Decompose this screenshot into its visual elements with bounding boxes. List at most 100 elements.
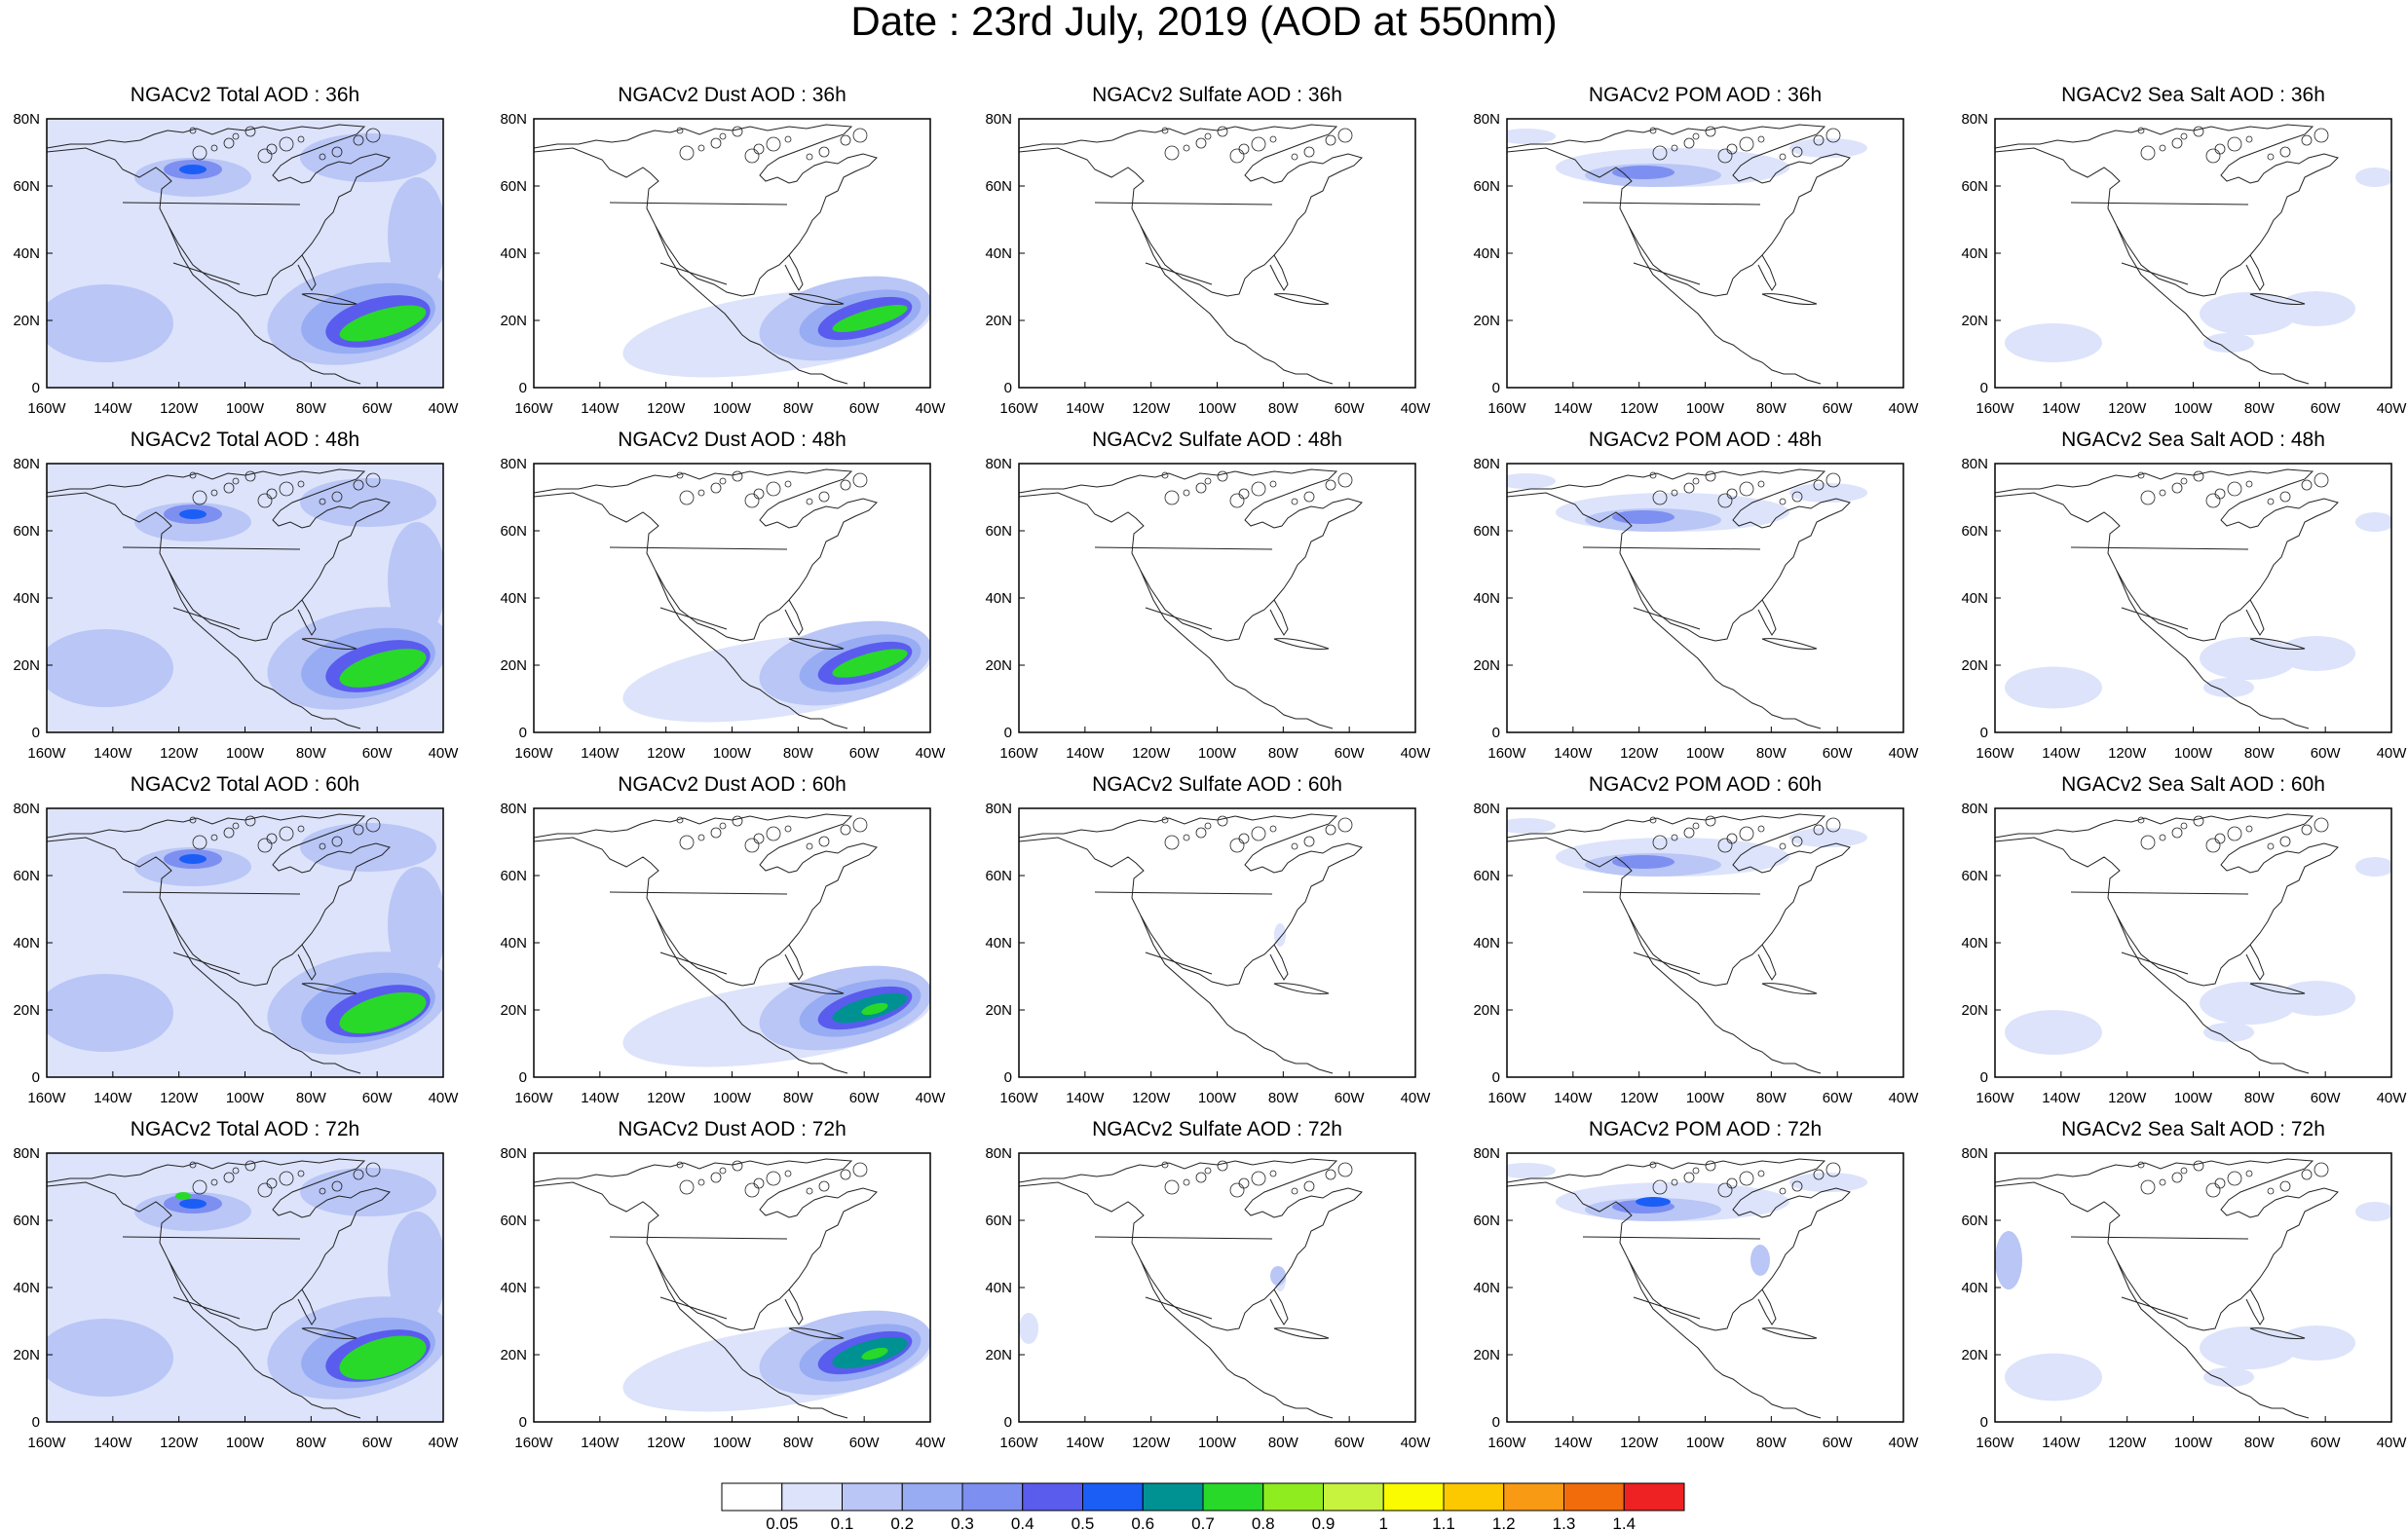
lat-tick-label: 40N <box>985 245 1012 262</box>
colorbar-swatch <box>1022 1482 1083 1512</box>
lat-tick-label: 60N <box>13 1213 40 1229</box>
colorbar-level-label: 0.5 <box>1072 1514 1095 1531</box>
lat-tick-label: 0 <box>1004 1069 1012 1086</box>
lon-tick-label: 40W <box>1889 745 1920 762</box>
lat-tick-label: 80N <box>1473 801 1500 817</box>
panel-title: NGACv2 Total AOD : 72h <box>131 1118 359 1140</box>
lon-tick-label: 140W <box>94 1435 132 1451</box>
lon-tick-label: 40W <box>2377 745 2408 762</box>
map-panel-svg: NGACv2 Sea Salt AOD : 60h 0 20N 40N 60N 80N 16… <box>1961 773 2407 1106</box>
map-panel: NGACv2 POM AOD : 48h 0 20N 40N 60N 80N 160W 140… <box>1460 429 1935 780</box>
map-panel: NGACv2 Sea Salt AOD : 36h 0 20N 40N 60N 80N 16… <box>1948 84 2408 435</box>
lat-tick-label: 0 <box>519 1069 527 1086</box>
colorbar-level-label: 1.1 <box>1432 1514 1455 1531</box>
lon-tick-label: 140W <box>1066 745 1105 762</box>
map-panel-svg: NGACv2 POM AOD : 48h 0 20N 40N 60N 80N 160W 140… <box>1473 429 1920 762</box>
panel-title: NGACv2 Dust AOD : 72h <box>618 1118 847 1140</box>
lat-tick-label: 0 <box>1492 1069 1500 1086</box>
panel-title: NGACv2 Total AOD : 48h <box>131 429 359 451</box>
lon-tick-label: 120W <box>1132 1090 1171 1106</box>
lat-tick-label: 20N <box>13 657 40 674</box>
lon-tick-label: 140W <box>581 1090 620 1106</box>
map-panel-svg: NGACv2 Dust AOD : 60h 0 20N 40N 60N 80N 160W 14… <box>500 773 947 1106</box>
lon-tick-label: 80W <box>783 400 814 417</box>
lon-tick-label: 80W <box>2244 400 2276 417</box>
colorbar-swatch <box>1262 1482 1324 1512</box>
coastline-outline <box>534 813 878 1074</box>
aod-field <box>47 119 443 388</box>
aod-field <box>1019 1158 1363 1419</box>
lat-tick-label: 0 <box>519 1414 527 1431</box>
lon-tick-label: 40W <box>2377 1435 2408 1451</box>
lat-tick-label: 40N <box>985 1280 1012 1296</box>
aod-field <box>534 468 930 729</box>
lon-tick-label: 140W <box>1066 1090 1105 1106</box>
lat-tick-label: 40N <box>13 590 40 607</box>
lon-tick-label: 100W <box>2174 1435 2213 1451</box>
panel-title: NGACv2 Sulfate AOD : 72h <box>1092 1118 1342 1140</box>
panel-title: NGACv2 Total AOD : 36h <box>131 84 359 106</box>
colorbar-swatch <box>1443 1482 1505 1512</box>
map-panel: NGACv2 Sea Salt AOD : 60h 0 20N 40N 60N 80N 16… <box>1948 773 2408 1125</box>
lon-tick-label: 140W <box>94 745 132 762</box>
map-panel-svg: NGACv2 Total AOD : 60h 0 20N 40N 60N 80N 160W 1… <box>13 773 459 1106</box>
lat-tick-label: 20N <box>1961 1347 1988 1363</box>
lon-tick-label: 140W <box>94 400 132 417</box>
map-panel: NGACv2 Sea Salt AOD : 48h 0 20N 40N 60N 80N 16… <box>1948 429 2408 780</box>
lon-tick-label: 120W <box>1132 400 1171 417</box>
lon-tick-label: 100W <box>226 1090 265 1106</box>
lon-tick-label: 40W <box>916 1435 947 1451</box>
lat-tick-label: 0 <box>32 1069 40 1086</box>
colorbar-level-label: 0.05 <box>766 1514 798 1531</box>
lon-tick-label: 80W <box>783 745 814 762</box>
lon-tick-label: 120W <box>2108 1435 2147 1451</box>
lon-tick-label: 60W <box>362 745 394 762</box>
map-panel-svg: NGACv2 Sulfate AOD : 48h 0 20N 40N 60N 80N 160… <box>985 429 1431 762</box>
coastline-outline <box>1507 468 1851 729</box>
map-panel: NGACv2 POM AOD : 36h 0 20N 40N 60N 80N 160W 140… <box>1460 84 1935 435</box>
lon-tick-label: 160W <box>999 745 1038 762</box>
aod-colorbar: 0.05 0.1 0.2 0.3 0.4 0.5 0.6 0.7 0.8 0.9 1 1.1 1.2 1.… <box>721 1482 1685 1531</box>
lon-tick-label: 80W <box>783 1090 814 1106</box>
lon-tick-label: 140W <box>2042 1435 2081 1451</box>
colorbar-level-label: 1.2 <box>1492 1514 1516 1531</box>
lon-tick-label: 60W <box>1335 745 1366 762</box>
lon-tick-label: 160W <box>27 1435 66 1451</box>
map-panel: NGACv2 Dust AOD : 36h 0 20N 40N 60N 80N 160W 14… <box>487 84 961 435</box>
colorbar-level-label: 0.9 <box>1312 1514 1336 1531</box>
panel-title: NGACv2 Dust AOD : 48h <box>618 429 847 451</box>
lon-tick-label: 40W <box>916 1090 947 1106</box>
lat-tick-label: 80N <box>500 456 527 472</box>
map-panel-svg: NGACv2 Sulfate AOD : 60h 0 20N 40N 60N 80N 160… <box>985 773 1431 1106</box>
lat-tick-label: 80N <box>1961 1145 1988 1162</box>
lon-tick-label: 160W <box>1975 745 2014 762</box>
lat-tick-label: 0 <box>1980 380 1988 396</box>
map-panel-svg: NGACv2 Dust AOD : 48h 0 20N 40N 60N 80N 160W 14… <box>500 429 946 762</box>
lon-tick-label: 60W <box>1335 1090 1366 1106</box>
map-panel: NGACv2 Total AOD : 36h 0 20N 40N 60N 80N 160W 1… <box>0 84 474 435</box>
lon-tick-label: 60W <box>362 1435 394 1451</box>
lon-tick-label: 160W <box>27 400 66 417</box>
coastline-outline <box>1507 124 1851 385</box>
lon-tick-label: 120W <box>160 1435 199 1451</box>
lat-tick-label: 40N <box>1961 935 1988 952</box>
map-panel-svg: NGACv2 Sea Salt AOD : 36h 0 20N 40N 60N 80N 16… <box>1961 84 2407 417</box>
lon-tick-label: 80W <box>296 1435 327 1451</box>
lat-tick-label: 20N <box>1961 1002 1988 1019</box>
lon-tick-label: 160W <box>1975 400 2014 417</box>
lon-tick-label: 100W <box>1198 1090 1237 1106</box>
lat-tick-label: 0 <box>1004 1414 1012 1431</box>
colorbar-swatch <box>961 1482 1024 1512</box>
panel-title: NGACv2 Total AOD : 60h <box>131 773 359 796</box>
map-panel-svg: NGACv2 POM AOD : 60h 0 20N 40N 60N 80N 160W 140… <box>1473 773 1919 1106</box>
lon-tick-label: 100W <box>226 1435 265 1451</box>
map-panel: NGACv2 Sea Salt AOD : 72h 0 20N 40N 60N 80N 16… <box>1948 1118 2408 1470</box>
lon-tick-label: 60W <box>2311 400 2342 417</box>
lon-tick-label: 140W <box>1554 1090 1593 1106</box>
map-panel-svg: NGACv2 Sulfate AOD : 36h 0 20N 40N 60N 80N 160… <box>985 84 1431 417</box>
lon-tick-label: 60W <box>1823 1435 1854 1451</box>
map-panel-svg: NGACv2 Sea Salt AOD : 48h 0 20N 40N 60N 80N 16… <box>1961 429 2408 762</box>
lat-tick-label: 0 <box>519 725 527 741</box>
aod-field <box>1995 1158 2391 1419</box>
coastline-outline <box>534 124 878 385</box>
